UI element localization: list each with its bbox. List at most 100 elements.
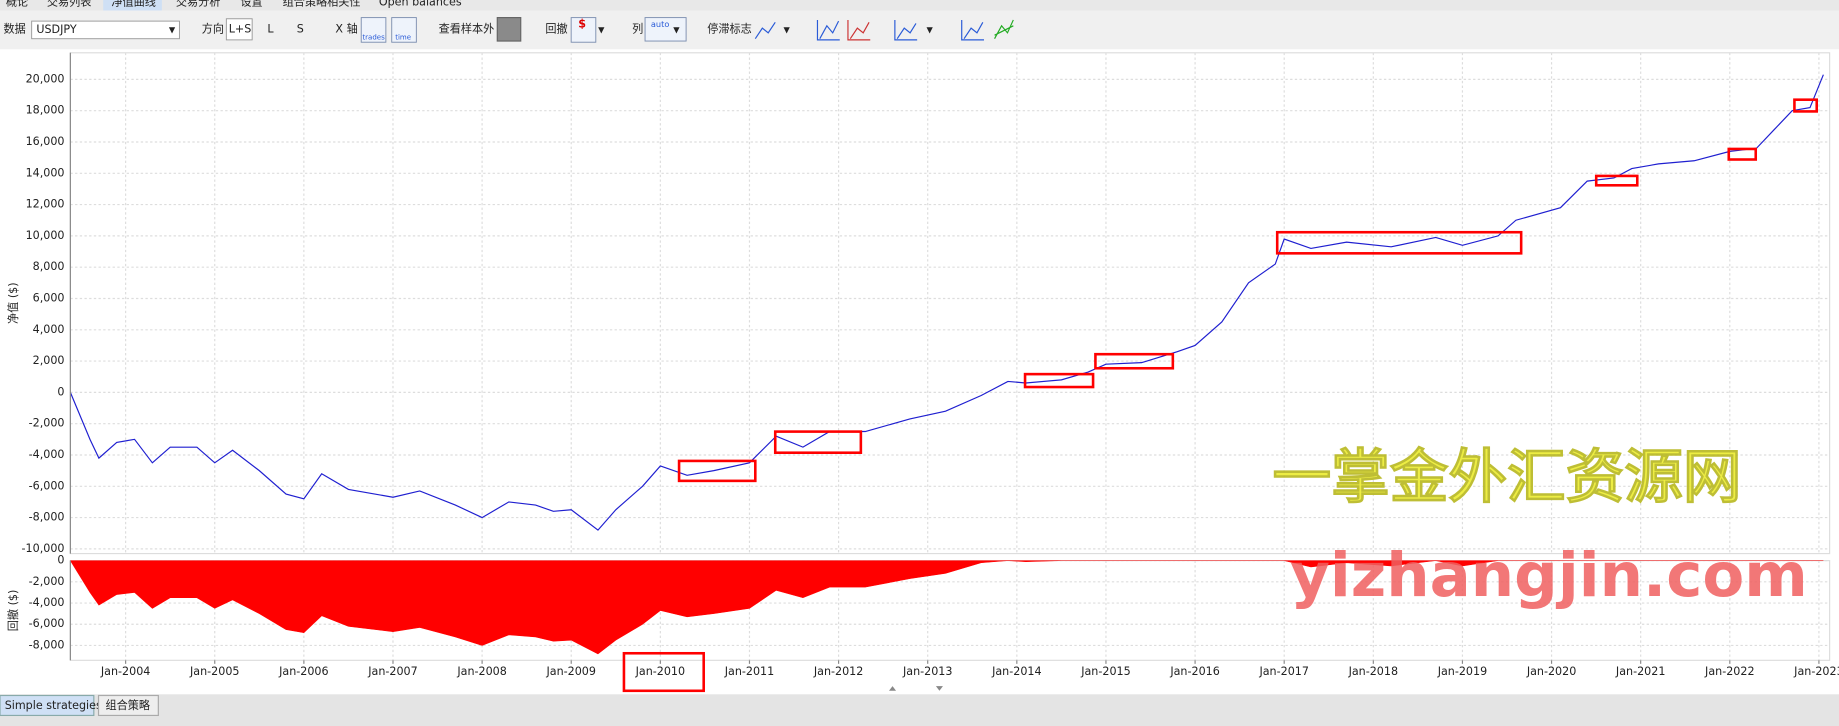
symbol: USDJPY (36, 23, 77, 36)
y-tick-label: -6,000 (29, 479, 65, 492)
toggle-selected[interactable] (225, 18, 253, 41)
y-tick-label: -2,000 (29, 575, 65, 588)
x-tick-label: Jan-2021 (1615, 665, 1665, 678)
bottom-tab[interactable]: 组合策略 (106, 698, 151, 712)
bottom-tab[interactable]: Simple strategies (5, 699, 102, 712)
x-tick-label: Jan-2017 (1258, 665, 1308, 678)
y-tick-label: 14,000 (26, 166, 65, 179)
symbol-dropdown[interactable] (31, 20, 180, 40)
icon-caption: trades (362, 33, 385, 42)
highlight-box (677, 459, 757, 483)
y-tick-label: -6,000 (29, 617, 65, 630)
bottom-tab-bar (0, 694, 1839, 726)
y-tick-label: -4,000 (29, 596, 65, 609)
dropdown-arrow: ▼ (598, 24, 605, 34)
bottom-tab-active[interactable] (0, 694, 95, 717)
toolbar-label: 数据 (4, 21, 26, 35)
tab[interactable]: 交易列表 (47, 0, 92, 8)
x-tick-label: Jan-2005 (189, 665, 239, 678)
highlight-box (773, 430, 863, 455)
toolbar-icons (754, 19, 1014, 41)
active-tab-bg (103, 0, 162, 11)
icon-caption: $ (578, 18, 586, 31)
y-tick-label: -8,000 (29, 638, 65, 651)
y-tick-label: 20,000 (26, 72, 65, 85)
watermark: 一掌金外汇资源网 (1273, 443, 1742, 511)
tab[interactable]: 组合策略相关性 (283, 0, 361, 8)
highlight-box (1727, 147, 1758, 161)
x-tick-label: Jan-2019 (1437, 665, 1487, 678)
icon-button[interactable] (644, 17, 687, 42)
toolbar-label: 停滞标志 (707, 21, 752, 35)
tab[interactable]: Open balances (379, 0, 462, 8)
y-tick-label: 2,000 (33, 354, 65, 367)
icon-button[interactable] (391, 17, 417, 43)
toolbar-label: 查看样本外 (439, 21, 495, 35)
tab[interactable]: 净值曲线 (111, 0, 156, 8)
y-tick-label: 0 (57, 385, 64, 398)
plots: -10,000 -8,000 -6,000 -4,000 -2,000 0 2,000 4,0… (6, 52, 1839, 678)
highlight-box (1594, 174, 1639, 187)
y-tick-label: -10,000 (22, 542, 65, 555)
icon-caption: auto (651, 19, 669, 29)
x-tick-label: Jan-2012 (813, 665, 863, 678)
x-tick-label: Jan-2016 (1169, 665, 1219, 678)
toolbar-label: 回撤 (545, 21, 567, 35)
y-tick-label: 16,000 (26, 135, 65, 148)
x-tick-label: Jan-2022 (1704, 665, 1754, 678)
dropdown-arrow: ▼ (927, 24, 934, 34)
icon[interactable] (816, 19, 840, 41)
highlight-boxes (622, 98, 1819, 693)
y-tick-label: -4,000 (29, 448, 65, 461)
equity-line (69, 74, 1824, 531)
x-tick-label: Jan-2023 (1793, 665, 1839, 678)
highlight-box (1023, 372, 1095, 389)
toggle[interactable]: L (267, 22, 274, 35)
icon-button[interactable] (496, 17, 522, 42)
watermark: yizhangjin.com (1290, 540, 1808, 611)
plot-area (69, 52, 1831, 555)
y-axis-label: 回撤 ($) (6, 590, 20, 632)
y-tick-label: 12,000 (26, 198, 65, 211)
tab[interactable]: 交易分析 (176, 0, 221, 8)
toggle[interactable]: S (297, 22, 304, 35)
icon[interactable] (847, 19, 871, 41)
toggle[interactable]: L+S (229, 22, 252, 35)
splitter[interactable] (889, 686, 943, 691)
icon[interactable] (994, 19, 1014, 39)
highlight-box (622, 651, 705, 693)
x-tick-label: Jan-2020 (1526, 665, 1576, 678)
icon-button[interactable] (570, 17, 597, 43)
toolbar-label: 列 (632, 21, 643, 35)
x-tick-label: Jan-2013 (902, 665, 952, 678)
x-tick-label: Jan-2011 (724, 665, 774, 678)
x-tick-label: Jan-2014 (991, 665, 1041, 678)
toolbar-label: X 轴 (335, 21, 357, 35)
x-tick-label: Jan-2006 (278, 665, 328, 678)
toolbar (0, 10, 1839, 50)
tab[interactable]: 设置 (240, 0, 262, 8)
dropdown-arrow: ▼ (673, 24, 680, 34)
highlight-box (1275, 230, 1523, 255)
y-tick-label: 8,000 (33, 260, 65, 273)
x-tick-label: Jan-2007 (367, 665, 417, 678)
dropdown-arrow: ▼ (169, 24, 176, 34)
x-tick-label: Jan-2008 (456, 665, 506, 678)
bottom-tab-bg[interactable] (97, 694, 159, 717)
y-tick-label: 4,000 (33, 323, 65, 336)
tab-bar (0, 0, 1839, 11)
icon[interactable] (894, 19, 918, 41)
x-tick-label: Jan-2018 (1348, 665, 1398, 678)
highlight-box (1793, 98, 1819, 113)
icon[interactable] (754, 21, 776, 40)
y-tick-label: 10,000 (26, 229, 65, 242)
tab[interactable]: 概论 (6, 0, 28, 8)
y-tick-label: -2,000 (29, 417, 65, 430)
icon-button[interactable] (360, 17, 387, 43)
dropdown-arrow: ▼ (783, 24, 790, 34)
x-tick-label: Jan-2004 (100, 665, 150, 678)
toolbar-label: 方向 (202, 21, 224, 35)
icon[interactable] (961, 19, 985, 41)
